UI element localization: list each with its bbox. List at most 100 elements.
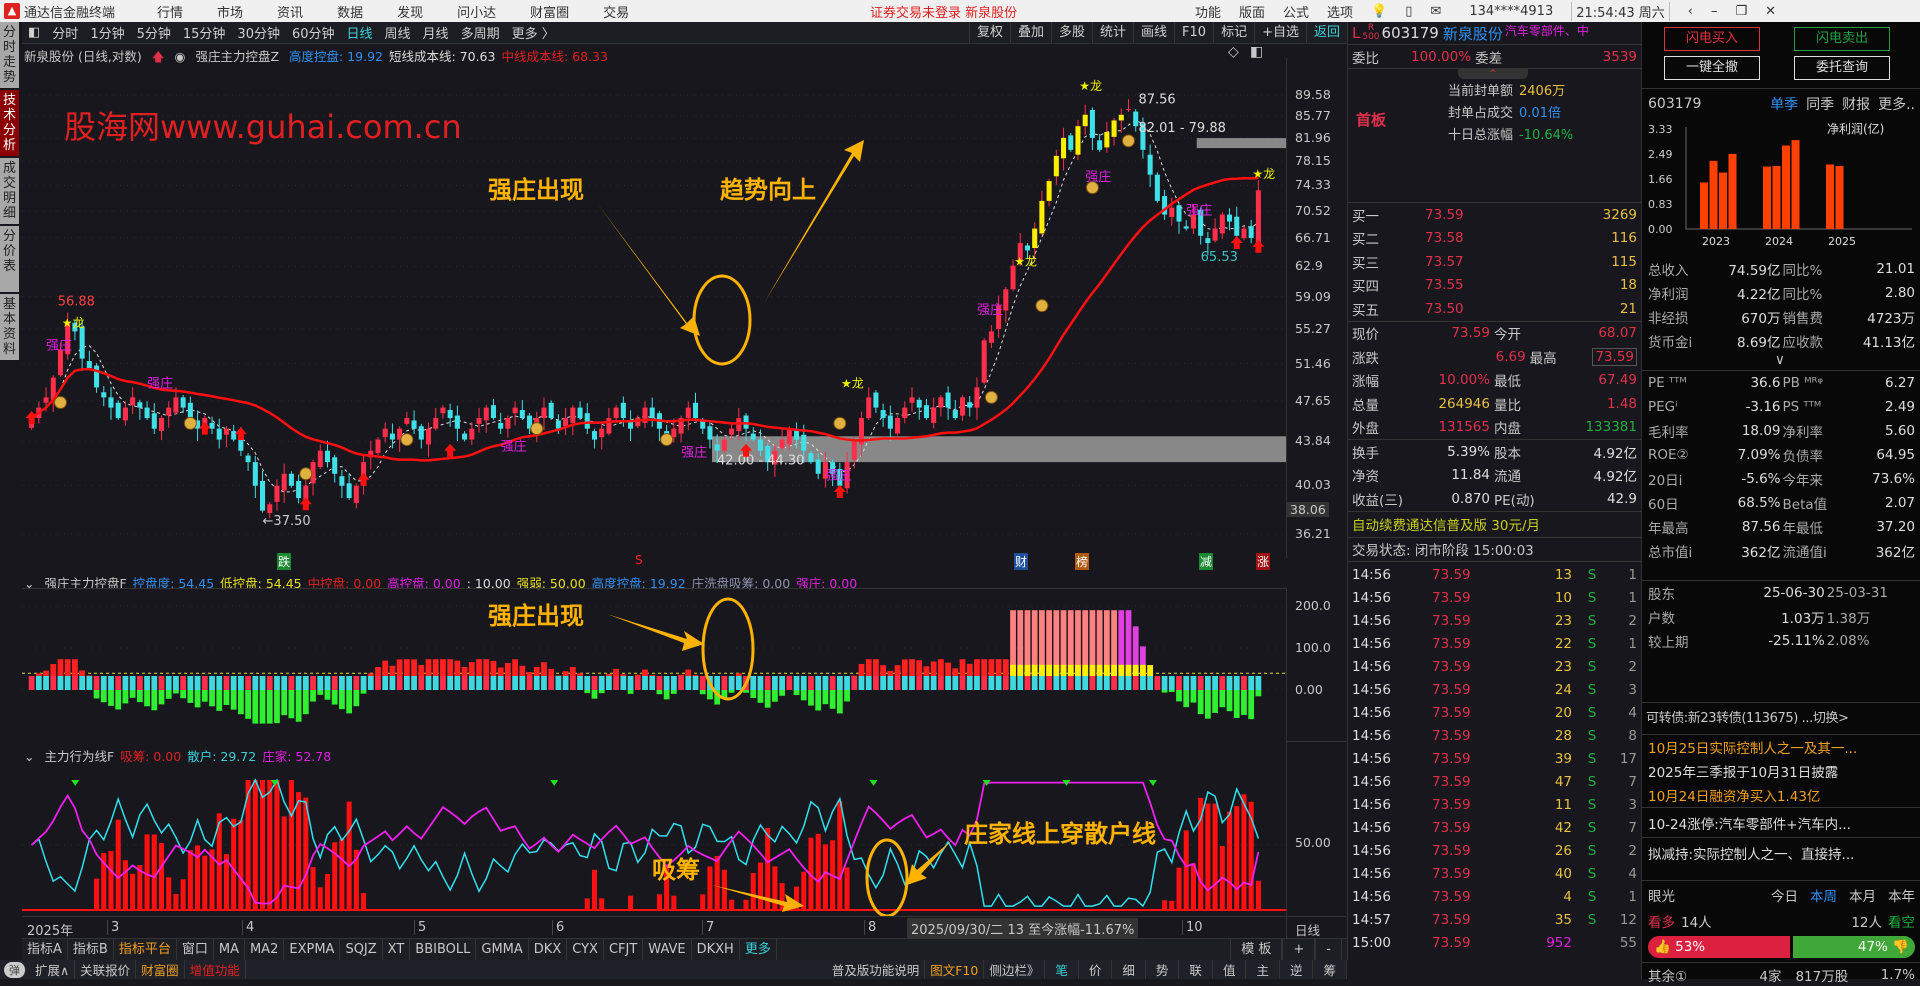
quote-tab[interactable]: 逆 xyxy=(1280,960,1314,979)
back-icon[interactable]: ‹ xyxy=(1688,4,1693,19)
template-button[interactable]: + xyxy=(1282,939,1315,961)
period-tab[interactable]: 5分钟 xyxy=(131,23,177,42)
quote-tab[interactable]: 筹 xyxy=(1313,960,1347,979)
menu-item[interactable]: 问小达 xyxy=(457,2,496,21)
indicator-tab[interactable]: CFJT xyxy=(604,939,643,961)
expand-up-icon[interactable]: ^ xyxy=(1458,69,1528,79)
toolbar-button[interactable]: +自选 xyxy=(1254,22,1306,44)
menu-item[interactable]: 发现 xyxy=(397,2,423,21)
indicator-tab[interactable]: BBIBOLL xyxy=(410,939,476,961)
bottom-link[interactable]: 普及版功能说明 xyxy=(827,960,926,979)
vision-tab[interactable]: 本月 xyxy=(1849,885,1876,905)
toolbar-button[interactable]: 返回 xyxy=(1306,22,1347,44)
bull-bar[interactable]: 👍 53% xyxy=(1648,936,1790,958)
period-tab[interactable]: 30分钟 xyxy=(231,23,286,42)
vtab[interactable]: 基本资料 xyxy=(0,294,19,360)
bottom-link[interactable]: 侧边栏》 xyxy=(984,960,1045,979)
vtab[interactable]: 成交明细 xyxy=(0,158,19,224)
indicator-tab[interactable]: 指标平台 xyxy=(114,939,177,961)
period-tab[interactable]: 15分钟 xyxy=(177,23,232,42)
indicator-tab[interactable]: 窗口 xyxy=(177,939,214,961)
toolbar-button[interactable]: F10 xyxy=(1174,22,1213,44)
signal-marker[interactable]: 减 xyxy=(1199,553,1213,570)
news-item[interactable]: 2025年三季报于10月31日披露 xyxy=(1642,759,1920,783)
panel-toggle-icon[interactable]: ◧ xyxy=(22,25,46,40)
flash-sell-button[interactable]: 闪电卖出 xyxy=(1794,27,1890,51)
indicator-tab[interactable]: SQJZ xyxy=(340,939,382,961)
menu-item[interactable]: 资讯 xyxy=(277,2,303,21)
vtab[interactable]: 分时走势 xyxy=(0,22,19,88)
period-tab[interactable]: 60分钟 xyxy=(286,23,341,42)
menu-item[interactable]: 选项 xyxy=(1327,2,1353,21)
menu-item[interactable]: 交易 xyxy=(603,2,629,21)
news-item[interactable]: 拟减持:实际控制人之一、直接持... xyxy=(1642,837,1920,867)
menu-item[interactable]: 公式 xyxy=(1283,2,1309,21)
bottom-link[interactable]: 关联报价 xyxy=(75,960,136,979)
bear-bar[interactable]: 47% 👎 xyxy=(1793,936,1916,958)
template-button[interactable]: 模 板 xyxy=(1230,939,1282,961)
fin-tab[interactable]: 同季 xyxy=(1806,94,1834,114)
bottom-link[interactable]: 增值功能 xyxy=(185,960,246,979)
period-tab[interactable]: 更多 〉 xyxy=(506,23,561,42)
quote-tab[interactable]: 笔 xyxy=(1045,960,1079,979)
sector[interactable]: 汽车零部件、中 xyxy=(1505,22,1589,39)
menu-item[interactable]: 功能 xyxy=(1195,2,1221,21)
cancel-all-button[interactable]: 一键全撤 xyxy=(1664,56,1760,80)
indicator-tab[interactable]: 指标A xyxy=(22,939,68,961)
indicator-tab[interactable]: 更多 xyxy=(740,939,777,961)
vision-tab[interactable]: 今日 xyxy=(1771,885,1798,905)
menu-item[interactable]: 财富圈 xyxy=(530,2,569,21)
vtab[interactable]: 技术分析 xyxy=(0,90,19,156)
indicator-tab[interactable]: GMMA xyxy=(476,939,528,961)
period-tab[interactable]: 多周期 xyxy=(455,23,506,42)
indicator-tab[interactable]: DKX xyxy=(529,939,567,961)
period-tab[interactable]: 周线 xyxy=(379,23,417,42)
period-tab[interactable]: 分时 xyxy=(46,23,84,42)
expand-chevron-icon[interactable]: ∨ xyxy=(1775,352,1785,368)
period-tab[interactable]: 月线 xyxy=(417,23,455,42)
quote-tab[interactable]: 细 xyxy=(1112,960,1146,979)
signal-marker[interactable]: 榜 xyxy=(1075,553,1089,570)
flash-buy-button[interactable]: 闪电买入 xyxy=(1664,27,1760,51)
stock-name[interactable]: 新泉股份 xyxy=(1443,23,1503,44)
quote-tab[interactable]: 主 xyxy=(1246,960,1280,979)
news-item[interactable]: 10-24涨停:汽车零部件+汽车内... xyxy=(1642,807,1920,837)
signal-marker[interactable]: S xyxy=(634,553,644,567)
bottom-link[interactable]: 财富圈 xyxy=(136,960,185,979)
minimize-icon[interactable]: – xyxy=(1711,4,1718,19)
news-item[interactable]: 10月24日融资净买入1.43亿 xyxy=(1642,783,1920,807)
quote-tab[interactable]: 价 xyxy=(1079,960,1113,979)
account[interactable]: 134****4913 xyxy=(1469,4,1553,19)
bottom-link[interactable]: 扩展∧ xyxy=(30,960,75,979)
bottom-link[interactable]: 图文F10 xyxy=(925,960,984,979)
toolbar-button[interactable]: 复权 xyxy=(969,22,1010,44)
toolbar-button[interactable]: 统计 xyxy=(1092,22,1133,44)
restore-icon[interactable]: ❐ xyxy=(1735,4,1747,19)
indicator-tab[interactable]: CYX xyxy=(567,939,604,961)
lightbulb-icon[interactable]: 💡 xyxy=(1371,4,1387,19)
signal-marker[interactable]: 财 xyxy=(1014,553,1028,570)
popup-toggle[interactable]: 弹 xyxy=(4,962,26,978)
menu-item[interactable]: 数据 xyxy=(337,2,363,21)
indicator-tab[interactable]: 指标B xyxy=(68,939,114,961)
fin-tab[interactable]: 单季 xyxy=(1770,94,1798,114)
quote-tab[interactable]: 势 xyxy=(1146,960,1180,979)
toolbar-button[interactable]: 多股 xyxy=(1051,22,1092,44)
indicator-tab[interactable]: MA2 xyxy=(245,939,284,961)
indicator-tab[interactable]: MA xyxy=(214,939,245,961)
toolbar-button[interactable]: 画线 xyxy=(1133,22,1174,44)
message-icon[interactable]: ✉ xyxy=(1430,4,1441,19)
period-tab[interactable]: 1分钟 xyxy=(84,23,130,42)
quote-tab[interactable]: 值 xyxy=(1213,960,1247,979)
vision-tab[interactable]: 本年 xyxy=(1888,885,1915,905)
toolbar-button[interactable]: 叠加 xyxy=(1010,22,1051,44)
fin-tab[interactable]: 财报 xyxy=(1842,94,1870,114)
convertible-bond[interactable]: 可转债:新23转债(113675) ...切换> xyxy=(1642,702,1920,730)
close-icon[interactable]: ✕ xyxy=(1765,4,1776,19)
